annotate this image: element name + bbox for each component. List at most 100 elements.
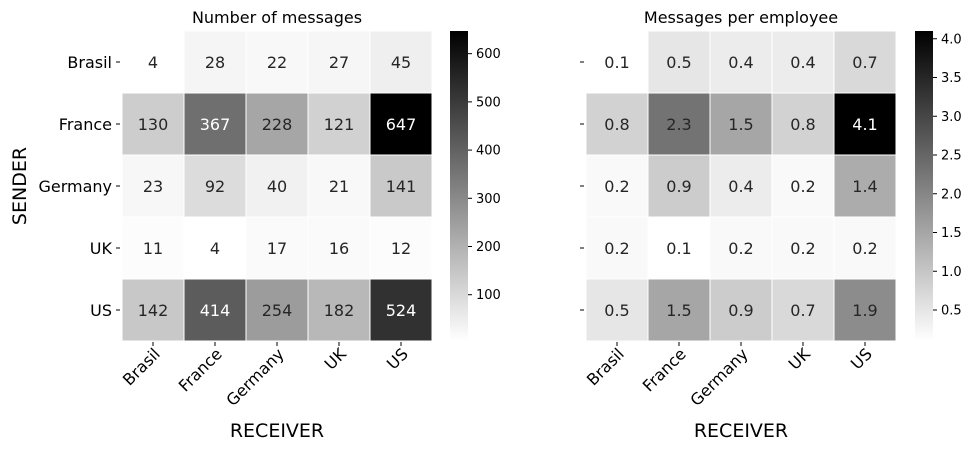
- heatmap-cell: [121, 216, 185, 280]
- y-axis-label: SENDER: [9, 147, 31, 225]
- heatmap-cell: [121, 278, 185, 342]
- cell-value-label: 21: [329, 177, 349, 196]
- heatmap-cell: [121, 30, 185, 94]
- heatmap-cell: [833, 216, 897, 280]
- heatmap-cell: [307, 216, 371, 280]
- cell-value-label: 367: [200, 115, 231, 134]
- cell-value-label: 228: [262, 115, 293, 134]
- y-tick-label: Germany: [38, 177, 112, 196]
- cell-value-label: 4: [148, 53, 158, 72]
- heatmap-cell: [585, 278, 649, 342]
- x-axis-label: RECEIVER: [694, 420, 788, 442]
- colorbar-tick-label: 1.5: [941, 226, 962, 241]
- colorbar: [450, 31, 468, 341]
- cell-value-label: 0.7: [852, 53, 877, 72]
- cell-value-label: 27: [329, 53, 349, 72]
- cell-value-label: 0.2: [728, 239, 753, 258]
- cell-value-label: 524: [386, 301, 417, 320]
- colorbar-tick-label: 4.0: [941, 32, 962, 47]
- heatmap-cell: [121, 92, 185, 156]
- heatmap-cell: [183, 30, 247, 94]
- x-tick-label: France: [639, 344, 690, 395]
- colorbar-tick-label: 2.5: [941, 149, 962, 164]
- cell-value-label: 40: [267, 177, 287, 196]
- colorbar-tick-label: 500: [476, 95, 501, 110]
- cell-value-label: 0.2: [790, 239, 815, 258]
- heatmap-cell: [647, 278, 711, 342]
- heatmap-cell: [647, 216, 711, 280]
- cell-value-label: 45: [391, 53, 411, 72]
- cell-value-label: 2.3: [666, 115, 691, 134]
- colorbar-tick-label: 300: [476, 192, 501, 207]
- cell-value-label: 92: [205, 177, 225, 196]
- heatmap-1: 4 28 22 27 45 130 367 228 121 647 23 92 40 21 141 11 4 17…: [9, 8, 501, 442]
- heatmap-cell: [369, 92, 433, 156]
- heatmap-cell: [245, 30, 309, 94]
- heatmap-cell: [771, 278, 835, 342]
- cell-value-label: 16: [329, 239, 349, 258]
- cell-value-label: 0.1: [604, 53, 629, 72]
- heatmap-cell: [709, 216, 773, 280]
- heatmap-cell: [709, 154, 773, 218]
- colorbar-tick-label: 1.0: [941, 265, 962, 280]
- x-tick-label: US: [383, 344, 412, 373]
- cell-value-label: 142: [138, 301, 169, 320]
- heatmap-cell: [585, 30, 649, 94]
- y-tick-label: France: [59, 115, 112, 134]
- heatmap-cell: [833, 92, 897, 156]
- x-tick-label: UK: [321, 344, 350, 373]
- cell-value-label: 182: [324, 301, 355, 320]
- heatmap-cell: [833, 154, 897, 218]
- heatmap-cell: [183, 154, 247, 218]
- cell-value-label: 1.5: [666, 301, 691, 320]
- heatmap-cell: [307, 154, 371, 218]
- x-tick-label: Germany: [686, 344, 751, 409]
- cell-value-label: 121: [324, 115, 355, 134]
- colorbar-tick-label: 2.0: [941, 187, 962, 202]
- cell-value-label: 0.5: [604, 301, 629, 320]
- cell-value-label: 1.9: [852, 301, 877, 320]
- colorbar-tick-label: 3.0: [941, 110, 962, 125]
- cell-value-label: 17: [267, 239, 287, 258]
- colorbar-tick-label: 3.5: [941, 71, 962, 86]
- cell-value-label: 0.8: [790, 115, 815, 134]
- cell-value-label: 22: [267, 53, 287, 72]
- heatmap-cell: [183, 216, 247, 280]
- heatmap-cell: [585, 154, 649, 218]
- cell-value-label: 0.4: [728, 53, 753, 72]
- cell-value-label: 1.5: [728, 115, 753, 134]
- chart-title: Messages per employee: [644, 8, 838, 27]
- heatmap-cell: [369, 216, 433, 280]
- heatmap-cell: [245, 216, 309, 280]
- x-tick-label: Brasil: [119, 344, 164, 389]
- cell-value-label: 0.1: [666, 239, 691, 258]
- cell-value-label: 0.2: [604, 177, 629, 196]
- colorbar-tick-label: 200: [476, 240, 501, 255]
- cell-value-label: 12: [391, 239, 411, 258]
- cell-value-label: 1.4: [852, 177, 877, 196]
- heatmap-cell: [245, 92, 309, 156]
- x-tick-label: France: [175, 344, 226, 395]
- heatmap-cell: [833, 278, 897, 342]
- cell-value-label: 0.2: [604, 239, 629, 258]
- cell-value-label: 4.1: [852, 115, 877, 134]
- cell-value-label: 254: [262, 301, 293, 320]
- x-tick-label: US: [847, 344, 876, 373]
- x-tick-label: Brasil: [583, 344, 628, 389]
- heatmap-cell: [771, 216, 835, 280]
- cell-value-label: 414: [200, 301, 231, 320]
- colorbar: [915, 31, 933, 341]
- heatmap-cell: [245, 278, 309, 342]
- cell-value-label: 0.2: [790, 177, 815, 196]
- heatmap-cell: [585, 216, 649, 280]
- colorbar-tick-label: 0.5: [941, 304, 962, 319]
- cell-value-label: 0.8: [604, 115, 629, 134]
- heatmap-2: 0.1 0.5 0.4 0.4 0.7 0.8 2.3 1.5 0.8 4.1 0.2 0.9 0.4 0…: [580, 8, 962, 442]
- colorbar-tick-label: 600: [476, 47, 501, 62]
- cell-value-label: 0.4: [728, 177, 753, 196]
- colorbar-tick-label: 100: [476, 288, 501, 303]
- colorbar-tick-label: 400: [476, 144, 501, 159]
- heatmap-cell: [709, 30, 773, 94]
- cell-value-label: 141: [386, 177, 417, 196]
- cell-value-label: 0.5: [666, 53, 691, 72]
